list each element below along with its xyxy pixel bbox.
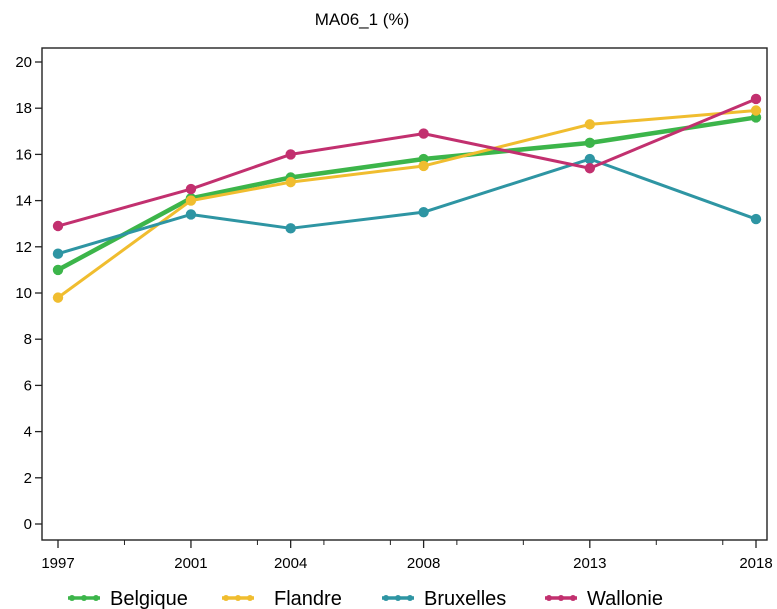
series-line [57, 109, 757, 299]
data-point [285, 149, 296, 160]
legend: Belgique Flandre Bruxelles Wallonie [68, 588, 663, 609]
legend-marker [395, 595, 401, 601]
legend-label: Wallonie [587, 588, 663, 609]
data-point [185, 195, 197, 206]
x-tick-label: 1997 [41, 555, 74, 572]
y-tick-label: 12 [15, 239, 32, 256]
y-tick-label: 14 [15, 193, 32, 210]
y-tick-label: 20 [15, 54, 32, 71]
x-tick-label: 2004 [274, 555, 307, 572]
legend-marker [223, 595, 229, 601]
data-point [584, 163, 596, 174]
legend-marker [383, 595, 389, 601]
x-tick-label: 2013 [573, 555, 606, 572]
data-point [750, 105, 762, 116]
data-point [285, 176, 296, 188]
legend-marker [81, 595, 87, 601]
legend-label: Belgique [110, 588, 188, 609]
y-tick-label: 2 [24, 470, 32, 487]
x-tick-label: 2001 [174, 555, 207, 572]
data-point [52, 292, 64, 303]
legend-label: Bruxelles [424, 588, 506, 609]
data-point [185, 183, 197, 195]
legend-label: Flandre [274, 588, 342, 609]
series-layer [52, 93, 762, 303]
x-tick-label: 2018 [739, 555, 772, 572]
y-tick-label: 18 [15, 100, 32, 117]
plot-frame [41, 47, 768, 541]
legend-marker [235, 595, 241, 601]
data-point [185, 209, 197, 220]
legend-marker [546, 595, 552, 601]
y-axis: 0 2 4 6 8 10 12 14 16 18 20 [15, 54, 42, 533]
y-tick-label: 8 [24, 331, 32, 348]
chart-title: MA06_1 (%) [315, 10, 409, 29]
y-tick-label: 4 [24, 424, 32, 441]
data-point [750, 213, 762, 225]
legend-marker [558, 595, 564, 601]
legend-marker [247, 595, 253, 601]
y-tick-label: 16 [15, 146, 32, 163]
data-point [52, 248, 64, 259]
data-point [418, 160, 429, 172]
legend-item-bruxelles: Bruxelles [382, 588, 506, 609]
legend-item-flandre: Flandre [222, 588, 342, 609]
data-point [584, 137, 596, 149]
series-bruxelles [52, 153, 762, 259]
data-point [750, 93, 762, 105]
x-axis: 1997 2001 2004 2008 2013 2018 [41, 540, 773, 572]
data-point [285, 223, 296, 234]
legend-marker [93, 595, 99, 601]
y-tick-label: 0 [24, 516, 32, 533]
legend-marker [69, 595, 75, 601]
series-wallonie [52, 93, 762, 232]
data-point [52, 264, 64, 276]
y-tick-label: 6 [24, 377, 32, 394]
data-point [418, 206, 429, 218]
legend-item-belgique: Belgique [68, 588, 188, 609]
legend-item-wallonie: Wallonie [545, 588, 663, 609]
legend-marker [570, 595, 576, 601]
data-point [584, 153, 596, 165]
data-point [584, 119, 596, 130]
series-line [56, 115, 757, 272]
data-point [52, 220, 64, 232]
series-flandre [52, 105, 762, 303]
x-tick-label: 2008 [407, 555, 440, 572]
data-point [418, 128, 429, 139]
y-tick-label: 10 [15, 285, 32, 302]
series-line [57, 157, 757, 256]
legend-marker [407, 595, 413, 601]
series-line [57, 97, 757, 228]
